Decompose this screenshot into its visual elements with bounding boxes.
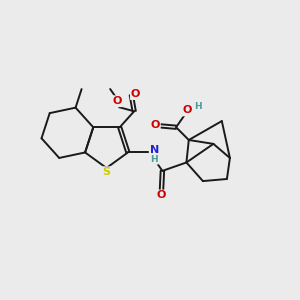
Text: H: H bbox=[194, 102, 202, 111]
Text: H: H bbox=[151, 155, 158, 164]
Text: O: O bbox=[182, 106, 191, 116]
Text: O: O bbox=[112, 96, 122, 106]
Text: O: O bbox=[150, 120, 160, 130]
Text: O: O bbox=[157, 190, 166, 200]
Text: S: S bbox=[103, 167, 110, 177]
Text: N: N bbox=[150, 146, 159, 155]
Text: O: O bbox=[131, 89, 140, 99]
